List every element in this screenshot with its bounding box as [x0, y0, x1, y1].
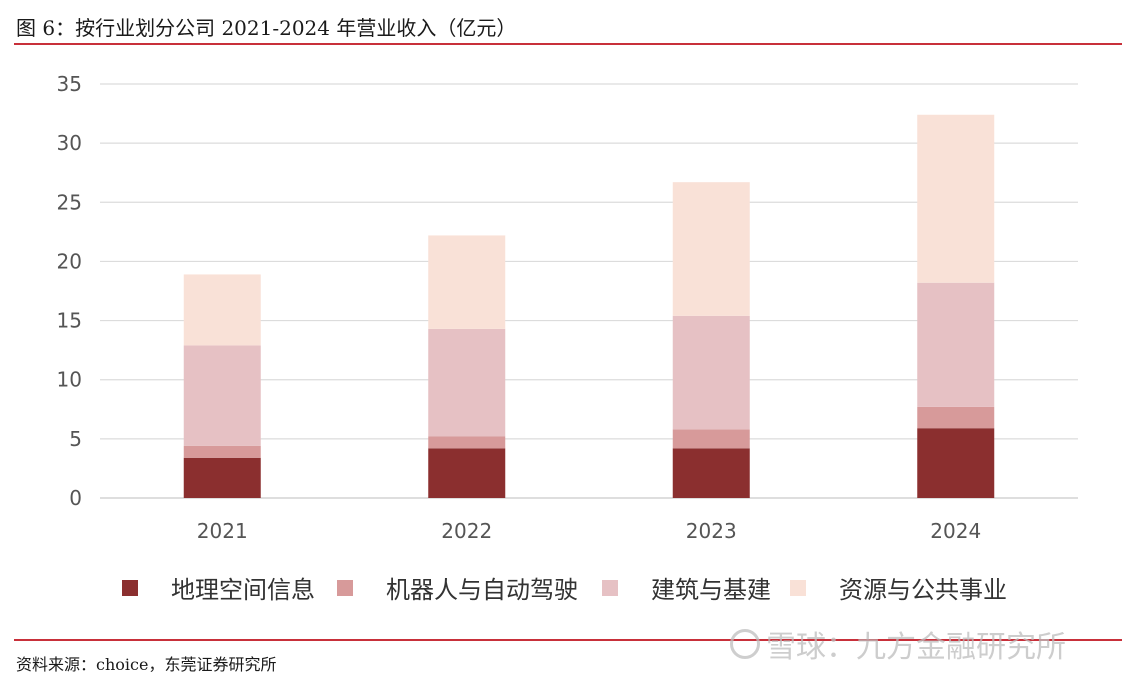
y-tick-label: 5	[69, 427, 82, 451]
y-tick-label: 30	[57, 131, 82, 155]
y-tick-label: 20	[57, 249, 82, 273]
bar-segment	[428, 448, 506, 498]
bottom-rule	[14, 639, 1122, 641]
legend-swatch	[337, 580, 353, 596]
bar-segment	[917, 406, 995, 429]
y-tick-label: 35	[57, 72, 82, 96]
bar-segment	[917, 282, 995, 407]
watermark: 雪球：九方金融研究所	[730, 622, 1066, 666]
stacked-bar-chart: 0 5 10 15 20 25 30 35 2021 2022 2023 2024 地理空间信息 机器人与…	[57, 72, 1078, 604]
bar-segment	[917, 428, 995, 498]
x-tick-label: 2024	[930, 519, 981, 543]
figure-title: 图 6：按行业划分公司 2021-2024 年营业收入（亿元）	[16, 16, 517, 40]
bar-segment	[183, 345, 261, 446]
watermark-text: 雪球：九方金融研究所	[766, 630, 1066, 665]
bar-segment	[672, 448, 750, 498]
legend-label: 资源与公共事业	[839, 576, 1007, 604]
legend-label: 地理空间信息	[171, 576, 315, 604]
bar-segment	[917, 114, 995, 283]
x-tick-label: 2021	[197, 519, 248, 543]
source-note: 资料来源：choice，东莞证券研究所	[16, 655, 277, 674]
legend-swatch	[602, 580, 618, 596]
y-tick-label: 0	[69, 486, 82, 510]
x-tick-label: 2023	[686, 519, 737, 543]
y-tick-label: 10	[57, 368, 82, 392]
snowball-logo-icon	[730, 629, 760, 659]
legend-label: 机器人与自动驾驶	[386, 576, 578, 604]
legend-swatch	[790, 580, 806, 596]
bar-segment	[428, 436, 506, 449]
bar-segment	[183, 445, 261, 458]
y-tick-label: 15	[57, 309, 82, 333]
bar-segment	[428, 328, 506, 437]
bar-segment	[672, 315, 750, 430]
y-tick-label: 25	[57, 190, 82, 214]
legend-label: 建筑与基建	[651, 576, 771, 604]
bar-segment	[672, 429, 750, 449]
x-tick-label: 2022	[441, 519, 492, 543]
bar-segment	[428, 235, 506, 329]
top-rule	[14, 43, 1122, 45]
legend-swatch	[122, 580, 138, 596]
bar-segment	[183, 274, 261, 346]
bar-segment	[672, 182, 750, 316]
bar-segment	[183, 457, 261, 498]
